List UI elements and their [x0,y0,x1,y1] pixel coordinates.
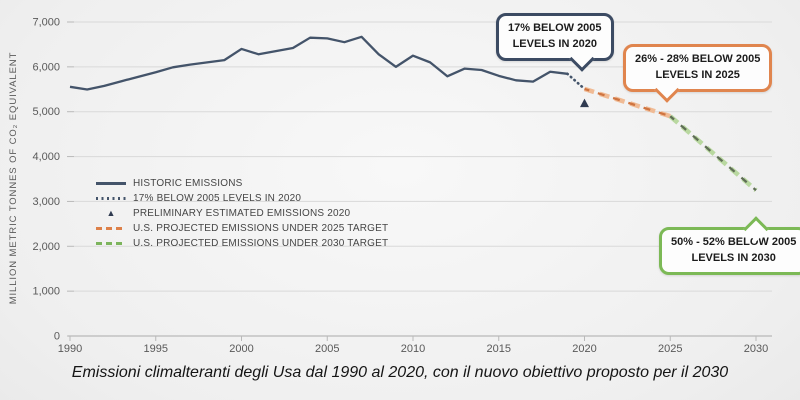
dotted-line-swatch [96,197,126,200]
callout-text-line: LEVELS IN 2030 [691,251,776,264]
svg-text:2030: 2030 [744,343,768,355]
svg-text:4,000: 4,000 [32,151,60,163]
legend-label: PRELIMINARY ESTIMATED EMISSIONS 2020 [133,208,351,219]
callout-2025-target: 26% - 28% BELOW 2005 LEVELS IN 2025 [623,44,773,103]
svg-text:1,000: 1,000 [32,286,60,298]
legend-item-historic: HISTORIC EMISSIONS [96,176,388,191]
svg-text:6,000: 6,000 [32,61,60,73]
legend-item-2030-target: U.S. PROJECTED EMISSIONS UNDER 2030 TARG… [96,236,388,251]
svg-text:1990: 1990 [58,343,82,355]
legend-label: U.S. PROJECTED EMISSIONS UNDER 2025 TARG… [133,223,389,234]
svg-text:2025: 2025 [658,343,682,355]
legend-label: 17% BELOW 2005 LEVELS IN 2020 [133,193,302,204]
svg-text:0: 0 [54,331,60,343]
legend-label: U.S. PROJECTED EMISSIONS UNDER 2030 TARG… [133,238,389,249]
legend-label: HISTORIC EMISSIONS [133,178,243,189]
svg-text:2015: 2015 [487,343,511,355]
callout-2030-target: 50% - 52% BELOW 2005 LEVELS IN 2030 [659,216,800,275]
svg-text:5,000: 5,000 [32,106,60,118]
legend-item-2025-target: U.S. PROJECTED EMISSIONS UNDER 2025 TARG… [96,221,388,236]
callout-text-line: 17% BELOW 2005 [508,22,602,34]
callout-2020-target: 17% BELOW 2005 LEVELS IN 2020 [496,13,614,72]
green-dashed-swatch [96,242,126,245]
callout-text-line: 26% - 28% BELOW 2005 [635,53,761,65]
svg-text:7,000: 7,000 [32,17,60,29]
y-axis-title: MILLION METRIC TONNES OF CO₂ EQUIVALENT [8,51,19,305]
callout-text-line: LEVELS IN 2020 [512,37,597,50]
svg-text:2,000: 2,000 [32,241,60,253]
solid-line-swatch [96,182,126,185]
callout-text-line: LEVELS IN 2025 [655,68,740,81]
caption: Emissioni climalteranti degli Usa dal 19… [71,364,729,381]
legend-item-preliminary-2020: ▲ PRELIMINARY ESTIMATED EMISSIONS 2020 [96,206,388,221]
legend-item-17pct-2020: 17% BELOW 2005 LEVELS IN 2020 [96,191,388,206]
svg-text:2020: 2020 [572,343,596,355]
svg-text:1995: 1995 [144,343,168,355]
svg-text:2000: 2000 [229,343,253,355]
svg-text:3,000: 3,000 [32,196,60,208]
callout-text-line: 50% - 52% BELOW 2005 [671,236,797,248]
legend: HISTORIC EMISSIONS 17% BELOW 2005 LEVELS… [96,176,388,251]
svg-text:2010: 2010 [401,343,425,355]
orange-dashed-swatch [96,227,126,230]
svg-text:2005: 2005 [315,343,339,355]
triangle-marker-swatch: ▲ [106,208,116,218]
